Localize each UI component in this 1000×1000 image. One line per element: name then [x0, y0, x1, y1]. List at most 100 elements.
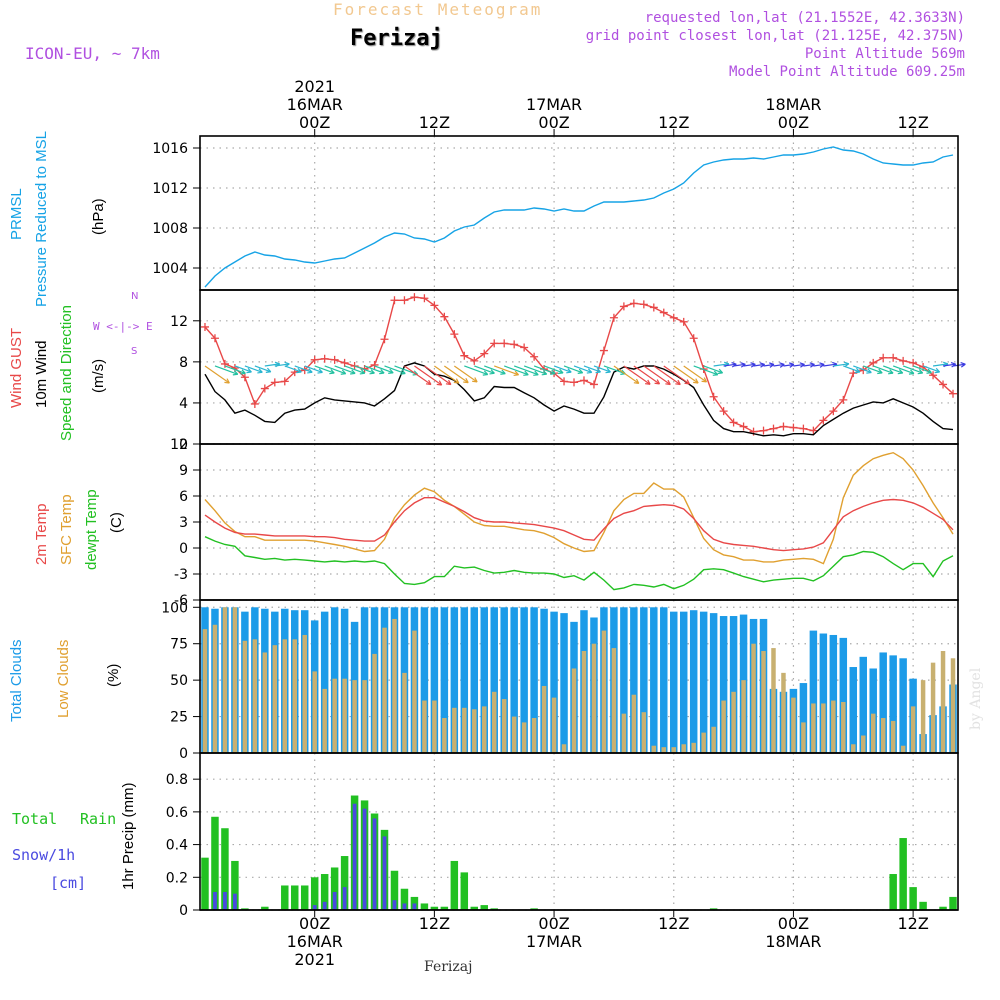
- wind-arrow-head: [307, 368, 313, 374]
- wind-arrow-head: [769, 362, 775, 368]
- temp-ytick-label: -3: [174, 567, 188, 583]
- wind-direction-arrow: [813, 363, 825, 367]
- wind-arrow-head: [350, 369, 356, 375]
- wind-gust-marker: [280, 377, 289, 386]
- wind-direction-arrow: [613, 365, 640, 384]
- wind-gust-marker: [839, 395, 848, 404]
- wind-arrow-head: [453, 378, 460, 384]
- low-cloud-bar: [671, 747, 676, 753]
- top-hour-label: 12Z: [419, 113, 450, 132]
- wind-gust-marker: [450, 330, 459, 339]
- total-cloud-bar: [620, 607, 628, 753]
- wind-arrow-head: [317, 368, 323, 374]
- top-hour-label: 00Z: [778, 113, 809, 132]
- low-cloud-bar: [422, 700, 427, 753]
- wind-direction-arrow: [234, 365, 252, 373]
- snow-bar: [312, 905, 317, 910]
- label-cm: [cm]: [50, 874, 87, 892]
- wind-arrow-head: [257, 368, 263, 374]
- wind-gust-marker: [659, 308, 668, 317]
- wind-arrow-head: [586, 368, 593, 374]
- precip-total-bar: [221, 828, 229, 910]
- wind-gust-marker: [729, 418, 738, 427]
- low-cloud-bar: [950, 658, 956, 753]
- low-cloud-bar: [472, 709, 477, 753]
- low-cloud-bar: [531, 718, 537, 753]
- wind-arrow-head: [877, 368, 883, 375]
- precip-total-bar: [300, 885, 309, 910]
- low-cloud-bar: [242, 640, 248, 753]
- wind-arrow-head: [388, 368, 394, 374]
- precip-total-bar: [909, 887, 917, 910]
- wind-direction-arrow: [513, 365, 539, 376]
- wind-arrow-head: [693, 378, 699, 384]
- wind-arrow-head: [359, 369, 366, 375]
- total-cloud-bar: [450, 607, 459, 753]
- total-cloud-bar: [530, 607, 538, 753]
- total-cloud-bar: [859, 656, 867, 753]
- low-cloud-bar: [701, 732, 706, 753]
- snow-bar: [233, 893, 237, 910]
- total-cloud-bar: [719, 616, 728, 753]
- wind-gust-marker: [619, 302, 628, 311]
- wind-direction-arrow: [673, 365, 699, 384]
- low-cloud-bar: [511, 716, 517, 753]
- precip-total-bar: [211, 816, 219, 910]
- wind-arrow-head: [566, 368, 572, 374]
- pressure-ytick-label: 1004: [152, 261, 188, 277]
- wind-direction-arrow: [444, 365, 469, 384]
- low-cloud-bar: [222, 607, 228, 753]
- total-cloud-bar: [660, 607, 668, 753]
- wind-arrow-head: [926, 368, 932, 374]
- precip-total-bar: [450, 860, 459, 910]
- wind-direction-arrow: [204, 365, 230, 384]
- total-cloud-bar: [679, 611, 688, 753]
- low-cloud-bar: [342, 678, 347, 753]
- wind-arrow-head: [712, 370, 719, 376]
- total-cloud-bar: [839, 637, 848, 753]
- wind-direction-arrow: [324, 365, 346, 375]
- wind-direction-arrow: [882, 365, 903, 374]
- wind-arrow-head: [232, 370, 239, 376]
- low-cloud-bar: [811, 703, 816, 753]
- low-cloud-bar: [272, 645, 278, 753]
- wind-arrow-head: [482, 370, 489, 376]
- low-cloud-bar: [851, 744, 856, 753]
- total-cloud-bar: [640, 607, 648, 753]
- label-snow: Snow/1h: [12, 846, 76, 864]
- top-date-label: 16MAR: [287, 95, 343, 114]
- wind-gust-marker: [909, 358, 918, 367]
- wind-direction-arrow: [553, 365, 572, 373]
- bottom-year-label: 2021: [294, 950, 335, 969]
- wind-arrow-head: [558, 368, 564, 375]
- wind-gust-marker: [330, 355, 339, 364]
- low-cloud-bar: [332, 678, 337, 753]
- total-cloud-bar: [889, 655, 897, 753]
- wind-gust-marker: [480, 349, 489, 358]
- wind-gust-marker: [599, 346, 608, 355]
- wind-gust-marker: [889, 353, 898, 362]
- low-cloud-bar: [501, 699, 507, 753]
- wind-direction-arrow: [843, 365, 861, 373]
- clouds-ytick-label: 100: [161, 600, 188, 616]
- wind-direction-arrow: [304, 365, 323, 373]
- wind-direction-arrow: [453, 365, 478, 383]
- wind-direction-arrow: [523, 365, 547, 375]
- low-cloud-bar: [232, 607, 238, 753]
- precip-total-bar: [281, 885, 289, 910]
- wind-gust-marker: [709, 392, 718, 401]
- low-cloud-bar: [900, 745, 906, 753]
- wind-direction-arrow: [912, 365, 932, 374]
- wind-gust-marker: [490, 339, 499, 348]
- wind-arrow-head: [425, 379, 432, 386]
- precip-ytick-label: 0.4: [166, 838, 188, 854]
- wind-arrow-head: [740, 362, 746, 368]
- wind-gust-marker: [260, 384, 269, 393]
- wind-direction-arrow: [214, 365, 239, 375]
- wind-gust-marker: [470, 356, 479, 365]
- precip-total-bar: [390, 870, 399, 910]
- wind-arrow-head: [866, 368, 872, 374]
- wind-gust-marker: [410, 293, 419, 302]
- wind-arrow-head: [265, 367, 272, 373]
